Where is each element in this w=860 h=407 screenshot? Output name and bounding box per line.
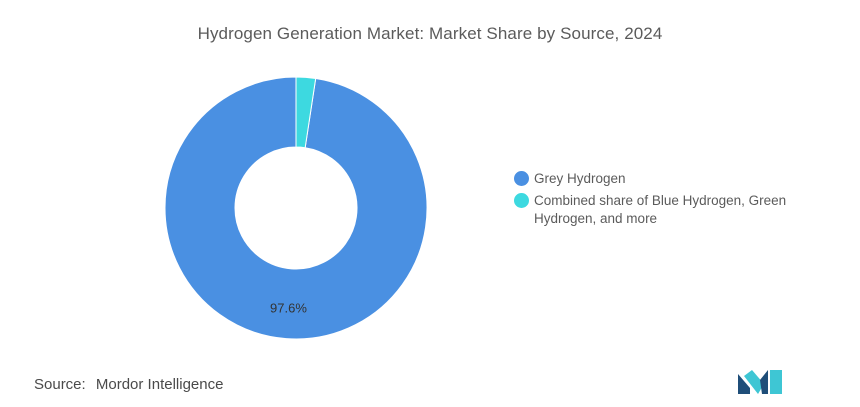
legend-label-combined-share: Combined share of Blue Hydrogen, Green H… — [534, 193, 787, 226]
legend-label-grey-hydrogen: Grey Hydrogen — [534, 171, 626, 186]
legend-swatch-grey-hydrogen — [514, 171, 529, 186]
legend-item-combined-share: Combined share of Blue Hydrogen, Green H… — [514, 192, 814, 228]
mordor-intelligence-logo-icon — [738, 370, 782, 394]
slice-combined-share — [295, 76, 317, 149]
legend: Grey Hydrogen Combined share of Blue Hyd… — [514, 170, 814, 232]
legend-swatch-combined-share — [514, 193, 529, 208]
slice-grey-hydrogen — [164, 76, 428, 340]
data-label-grey-hydrogen: 97.6% — [270, 301, 307, 316]
source-note: Source: Mordor Intelligence — [34, 376, 223, 393]
legend-item-grey-hydrogen: Grey Hydrogen — [514, 170, 814, 188]
chart-title: Hydrogen Generation Market: Market Share… — [197, 24, 663, 43]
source-value: Mordor Intelligence — [95, 376, 224, 393]
source-key: Source: — [34, 376, 86, 393]
